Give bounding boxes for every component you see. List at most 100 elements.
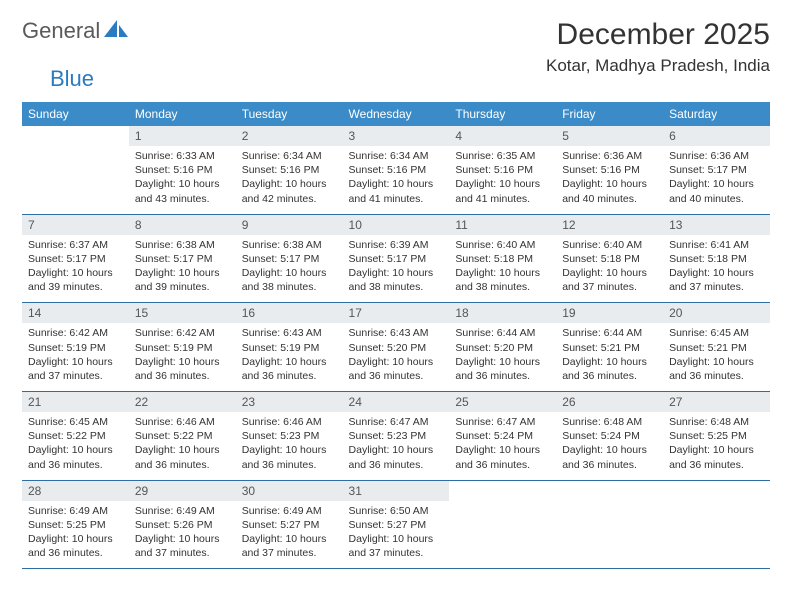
day-details: Sunrise: 6:36 AMSunset: 5:17 PMDaylight:… <box>663 146 770 214</box>
day-number: 18 <box>449 303 556 323</box>
brand-name-b: Blue <box>50 66 94 92</box>
day-cell: 26Sunrise: 6:48 AMSunset: 5:24 PMDayligh… <box>556 392 663 481</box>
day-number: 24 <box>343 392 450 412</box>
day-number: 6 <box>663 126 770 146</box>
day-details: Sunrise: 6:41 AMSunset: 5:18 PMDaylight:… <box>663 235 770 303</box>
day-number: 19 <box>556 303 663 323</box>
day-number: 10 <box>343 215 450 235</box>
day-number: 4 <box>449 126 556 146</box>
day-cell <box>22 126 129 214</box>
day-number: 1 <box>129 126 236 146</box>
day-cell: 23Sunrise: 6:46 AMSunset: 5:23 PMDayligh… <box>236 392 343 481</box>
calendar-table: SundayMondayTuesdayWednesdayThursdayFrid… <box>22 102 770 569</box>
day-number: 12 <box>556 215 663 235</box>
day-number: 8 <box>129 215 236 235</box>
month-title: December 2025 <box>546 18 770 52</box>
day-details: Sunrise: 6:34 AMSunset: 5:16 PMDaylight:… <box>236 146 343 214</box>
day-number: 16 <box>236 303 343 323</box>
day-details: Sunrise: 6:45 AMSunset: 5:21 PMDaylight:… <box>663 323 770 391</box>
day-cell: 13Sunrise: 6:41 AMSunset: 5:18 PMDayligh… <box>663 214 770 303</box>
day-cell: 12Sunrise: 6:40 AMSunset: 5:18 PMDayligh… <box>556 214 663 303</box>
day-cell: 10Sunrise: 6:39 AMSunset: 5:17 PMDayligh… <box>343 214 450 303</box>
calendar-week-row: 28Sunrise: 6:49 AMSunset: 5:25 PMDayligh… <box>22 480 770 569</box>
brand-logo: General <box>22 18 130 44</box>
day-number: 22 <box>129 392 236 412</box>
day-details: Sunrise: 6:33 AMSunset: 5:16 PMDaylight:… <box>129 146 236 214</box>
day-details: Sunrise: 6:49 AMSunset: 5:27 PMDaylight:… <box>236 501 343 569</box>
day-cell: 18Sunrise: 6:44 AMSunset: 5:20 PMDayligh… <box>449 303 556 392</box>
day-number: 2 <box>236 126 343 146</box>
day-cell: 14Sunrise: 6:42 AMSunset: 5:19 PMDayligh… <box>22 303 129 392</box>
day-cell: 17Sunrise: 6:43 AMSunset: 5:20 PMDayligh… <box>343 303 450 392</box>
day-number: 13 <box>663 215 770 235</box>
day-details <box>22 146 129 204</box>
weekday-header: Thursday <box>449 102 556 126</box>
day-details <box>663 501 770 559</box>
day-number: 17 <box>343 303 450 323</box>
day-cell: 30Sunrise: 6:49 AMSunset: 5:27 PMDayligh… <box>236 480 343 569</box>
day-cell: 31Sunrise: 6:50 AMSunset: 5:27 PMDayligh… <box>343 480 450 569</box>
day-cell: 9Sunrise: 6:38 AMSunset: 5:17 PMDaylight… <box>236 214 343 303</box>
day-number: 31 <box>343 481 450 501</box>
day-details: Sunrise: 6:50 AMSunset: 5:27 PMDaylight:… <box>343 501 450 569</box>
day-details: Sunrise: 6:43 AMSunset: 5:20 PMDaylight:… <box>343 323 450 391</box>
weekday-header-row: SundayMondayTuesdayWednesdayThursdayFrid… <box>22 102 770 126</box>
day-cell: 19Sunrise: 6:44 AMSunset: 5:21 PMDayligh… <box>556 303 663 392</box>
day-number: 27 <box>663 392 770 412</box>
day-number: 11 <box>449 215 556 235</box>
day-number: 25 <box>449 392 556 412</box>
day-number: 28 <box>22 481 129 501</box>
day-number: 5 <box>556 126 663 146</box>
day-details: Sunrise: 6:38 AMSunset: 5:17 PMDaylight:… <box>236 235 343 303</box>
day-number: 30 <box>236 481 343 501</box>
day-details: Sunrise: 6:45 AMSunset: 5:22 PMDaylight:… <box>22 412 129 480</box>
day-details: Sunrise: 6:39 AMSunset: 5:17 PMDaylight:… <box>343 235 450 303</box>
day-number: 9 <box>236 215 343 235</box>
day-details: Sunrise: 6:38 AMSunset: 5:17 PMDaylight:… <box>129 235 236 303</box>
day-details: Sunrise: 6:47 AMSunset: 5:24 PMDaylight:… <box>449 412 556 480</box>
day-cell: 3Sunrise: 6:34 AMSunset: 5:16 PMDaylight… <box>343 126 450 214</box>
day-cell: 8Sunrise: 6:38 AMSunset: 5:17 PMDaylight… <box>129 214 236 303</box>
brand-name-a: General <box>22 18 100 44</box>
day-details: Sunrise: 6:49 AMSunset: 5:25 PMDaylight:… <box>22 501 129 569</box>
day-details: Sunrise: 6:48 AMSunset: 5:25 PMDaylight:… <box>663 412 770 480</box>
weekday-header: Wednesday <box>343 102 450 126</box>
day-cell: 6Sunrise: 6:36 AMSunset: 5:17 PMDaylight… <box>663 126 770 214</box>
calendar-week-row: 1Sunrise: 6:33 AMSunset: 5:16 PMDaylight… <box>22 126 770 214</box>
weekday-header: Friday <box>556 102 663 126</box>
day-cell: 4Sunrise: 6:35 AMSunset: 5:16 PMDaylight… <box>449 126 556 214</box>
calendar-week-row: 7Sunrise: 6:37 AMSunset: 5:17 PMDaylight… <box>22 214 770 303</box>
calendar-week-row: 14Sunrise: 6:42 AMSunset: 5:19 PMDayligh… <box>22 303 770 392</box>
weekday-header: Tuesday <box>236 102 343 126</box>
day-cell: 2Sunrise: 6:34 AMSunset: 5:16 PMDaylight… <box>236 126 343 214</box>
day-cell: 15Sunrise: 6:42 AMSunset: 5:19 PMDayligh… <box>129 303 236 392</box>
day-details: Sunrise: 6:40 AMSunset: 5:18 PMDaylight:… <box>449 235 556 303</box>
weekday-header: Saturday <box>663 102 770 126</box>
day-cell: 27Sunrise: 6:48 AMSunset: 5:25 PMDayligh… <box>663 392 770 481</box>
day-details: Sunrise: 6:46 AMSunset: 5:22 PMDaylight:… <box>129 412 236 480</box>
calendar-body: 1Sunrise: 6:33 AMSunset: 5:16 PMDaylight… <box>22 126 770 569</box>
day-number: 15 <box>129 303 236 323</box>
day-details: Sunrise: 6:44 AMSunset: 5:20 PMDaylight:… <box>449 323 556 391</box>
day-details <box>556 501 663 559</box>
day-cell: 20Sunrise: 6:45 AMSunset: 5:21 PMDayligh… <box>663 303 770 392</box>
weekday-header: Monday <box>129 102 236 126</box>
weekday-header: Sunday <box>22 102 129 126</box>
calendar-week-row: 21Sunrise: 6:45 AMSunset: 5:22 PMDayligh… <box>22 392 770 481</box>
day-details: Sunrise: 6:42 AMSunset: 5:19 PMDaylight:… <box>22 323 129 391</box>
day-cell: 7Sunrise: 6:37 AMSunset: 5:17 PMDaylight… <box>22 214 129 303</box>
day-cell <box>556 480 663 569</box>
day-details: Sunrise: 6:36 AMSunset: 5:16 PMDaylight:… <box>556 146 663 214</box>
day-details: Sunrise: 6:46 AMSunset: 5:23 PMDaylight:… <box>236 412 343 480</box>
day-cell: 28Sunrise: 6:49 AMSunset: 5:25 PMDayligh… <box>22 480 129 569</box>
day-number: 14 <box>22 303 129 323</box>
title-block: December 2025 Kotar, Madhya Pradesh, Ind… <box>546 18 770 76</box>
day-details: Sunrise: 6:49 AMSunset: 5:26 PMDaylight:… <box>129 501 236 569</box>
day-cell: 24Sunrise: 6:47 AMSunset: 5:23 PMDayligh… <box>343 392 450 481</box>
day-number: 3 <box>343 126 450 146</box>
day-number: 21 <box>22 392 129 412</box>
day-details: Sunrise: 6:40 AMSunset: 5:18 PMDaylight:… <box>556 235 663 303</box>
day-details: Sunrise: 6:44 AMSunset: 5:21 PMDaylight:… <box>556 323 663 391</box>
day-number: 20 <box>663 303 770 323</box>
day-number: 7 <box>22 215 129 235</box>
